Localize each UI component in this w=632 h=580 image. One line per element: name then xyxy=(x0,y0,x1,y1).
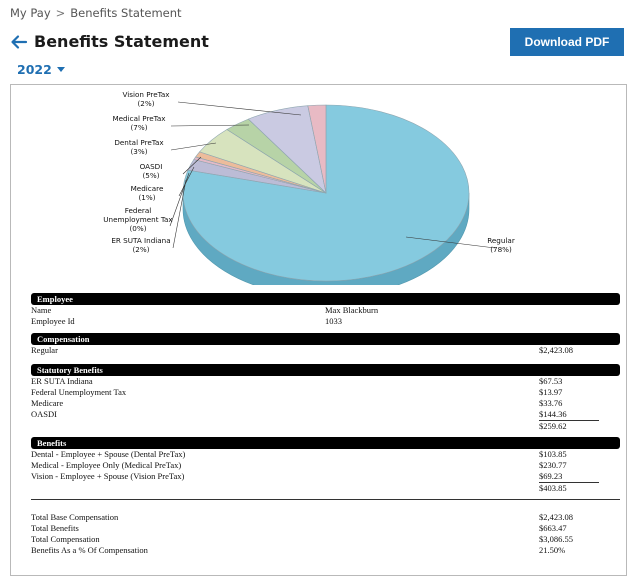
leader-line-oasdi xyxy=(182,156,202,175)
pie-label-oasdi: OASDI xyxy=(140,162,163,171)
breadcrumb-separator: > xyxy=(55,6,66,20)
employee-name-row: Name Max Blackburn xyxy=(31,305,620,316)
summary-label: Total Compensation xyxy=(31,534,100,544)
table-row: OASDI $144.36 xyxy=(31,409,620,420)
leader-line-vision-pretax xyxy=(177,101,302,116)
statutory-amount: $13.97 xyxy=(539,387,563,397)
pie-pct-regular: (78%) xyxy=(490,245,512,254)
leader-line-federal-unemployment-tax xyxy=(169,172,190,227)
chevron-down-icon xyxy=(56,67,65,72)
employee-id-row: Employee Id 1033 xyxy=(31,316,620,327)
benefit-amount: $69.23 xyxy=(539,471,563,481)
summary-label: Benefits As a % Of Compensation xyxy=(31,545,148,555)
table-row: Vision - Employee + Spouse (Vision PreTa… xyxy=(31,471,620,482)
compensation-amount: $2,423.08 xyxy=(539,345,573,355)
benefits-pie-chart: Regular(78%)ER SUTA Indiana(2%)FederalUn… xyxy=(103,90,515,285)
pie-label-medicare: Medicare xyxy=(131,184,164,193)
summary-label: Total Benefits xyxy=(31,523,79,533)
breadcrumb-my-pay[interactable]: My Pay xyxy=(10,6,51,20)
benefit-label: Dental - Employee + Spouse (Dental PreTa… xyxy=(31,449,186,459)
employee-id-value: 1033 xyxy=(325,316,342,326)
download-pdf-button[interactable]: Download PDF xyxy=(510,28,624,56)
pie-pct-er-suta-indiana: (2%) xyxy=(132,245,149,254)
pie-slice-regular xyxy=(182,104,470,282)
summary-amount: $2,423.08 xyxy=(539,512,573,522)
employee-name-value: Max Blackburn xyxy=(325,305,379,315)
statutory-amount: $144.36 xyxy=(539,409,567,419)
pie-pct-federal-unemployment-tax: (0%) xyxy=(129,224,146,233)
summary-row: Total Compensation $3,086.55 xyxy=(31,534,620,545)
pie-pct-medical-pretax: (7%) xyxy=(130,123,147,132)
table-row: Regular $2,423.08 xyxy=(31,345,620,356)
back-arrow-icon[interactable] xyxy=(10,33,28,51)
summary-label: Total Base Compensation xyxy=(31,512,119,522)
compensation-header: Compensation xyxy=(31,333,620,345)
statement-frame[interactable]: Regular (78%) ER SUTA Indiana (2%) Federal Un… xyxy=(10,84,627,576)
leader-line-medical-pretax xyxy=(170,124,250,127)
benefits-total: $403.85 xyxy=(539,482,599,493)
benefit-label: Vision - Employee + Spouse (Vision PreTa… xyxy=(31,471,185,481)
pie-pct-vision-pretax: (2%) xyxy=(137,99,154,108)
benefit-amount: $103.85 xyxy=(539,449,567,459)
table-row: ER SUTA Indiana $67.53 xyxy=(31,376,620,387)
statutory-total-row: $259.62 xyxy=(31,420,620,431)
benefit-label: Medical - Employee Only (Medical PreTax) xyxy=(31,460,182,470)
year-select[interactable]: 2022 xyxy=(17,62,65,77)
summary-row: Total Benefits $663.47 xyxy=(31,523,620,534)
table-row: Medical - Employee Only (Medical PreTax)… xyxy=(31,460,620,471)
pie-label-federal-unemployment-tax: Federal xyxy=(125,206,152,215)
employee-name-label: Name xyxy=(31,305,52,315)
summary-row: Benefits As a % Of Compensation 21.50% xyxy=(31,545,620,556)
pie-slice-vision-pretax xyxy=(307,104,327,194)
pie-pct-medicare: (1%) xyxy=(138,193,155,202)
pie-pct-oasdi: (5%) xyxy=(142,171,159,180)
statement-report: Employee Name Max Blackburn Employee Id … xyxy=(31,289,620,556)
year-value: 2022 xyxy=(17,62,52,77)
pie-label-dental-pretax: Dental PreTax xyxy=(114,138,164,147)
employee-id-label: Employee Id xyxy=(31,316,75,326)
summary-amount: 21.50% xyxy=(539,545,566,555)
summary-amount: $663.47 xyxy=(539,523,567,533)
leader-line-dental-pretax xyxy=(170,142,217,151)
pie-label-federal-unemployment-tax: Unemployment Tax xyxy=(103,215,173,224)
statutory-label: ER SUTA Indiana xyxy=(31,376,93,386)
leader-line-er-suta-indiana xyxy=(172,179,187,249)
table-row: Federal Unemployment Tax $13.97 xyxy=(31,387,620,398)
title-row: Benefits Statement xyxy=(10,32,209,51)
pie-pct-dental-pretax: (3%) xyxy=(130,147,147,156)
page-title: Benefits Statement xyxy=(34,32,209,51)
pie-label-medical-pretax: Medical PreTax xyxy=(112,114,166,123)
pie-label-vision-pretax: Vision PreTax xyxy=(122,90,170,99)
summary-row: Total Base Compensation $2,423.08 xyxy=(31,512,620,523)
statutory-amount: $67.53 xyxy=(539,376,563,386)
leader-line-regular xyxy=(405,236,496,249)
breadcrumb-current: Benefits Statement xyxy=(70,6,182,20)
statutory-amount: $33.76 xyxy=(539,398,563,408)
pie-label-regular: Regular xyxy=(487,236,515,245)
table-row: Medicare $33.76 xyxy=(31,398,620,409)
statutory-label: Medicare xyxy=(31,398,64,408)
benefits-total-row: $403.85 xyxy=(31,482,620,493)
pie-label-er-suta-indiana: ER SUTA Indiana xyxy=(111,236,170,245)
summary-amount: $3,086.55 xyxy=(539,534,573,544)
leader-line-medicare xyxy=(178,166,195,197)
statutory-label: OASDI xyxy=(31,409,57,419)
compensation-label: Regular xyxy=(31,345,58,355)
benefits-header: Benefits xyxy=(31,437,620,449)
benefit-amount: $230.77 xyxy=(539,460,567,470)
breadcrumb: My Pay > Benefits Statement xyxy=(10,6,182,20)
employee-header: Employee xyxy=(31,293,620,305)
divider xyxy=(31,499,620,500)
table-row: Dental - Employee + Spouse (Dental PreTa… xyxy=(31,449,620,460)
statutory-total: $259.62 xyxy=(539,420,599,431)
statutory-label: Federal Unemployment Tax xyxy=(31,387,127,397)
statutory-header: Statutory Benefits xyxy=(31,364,620,376)
